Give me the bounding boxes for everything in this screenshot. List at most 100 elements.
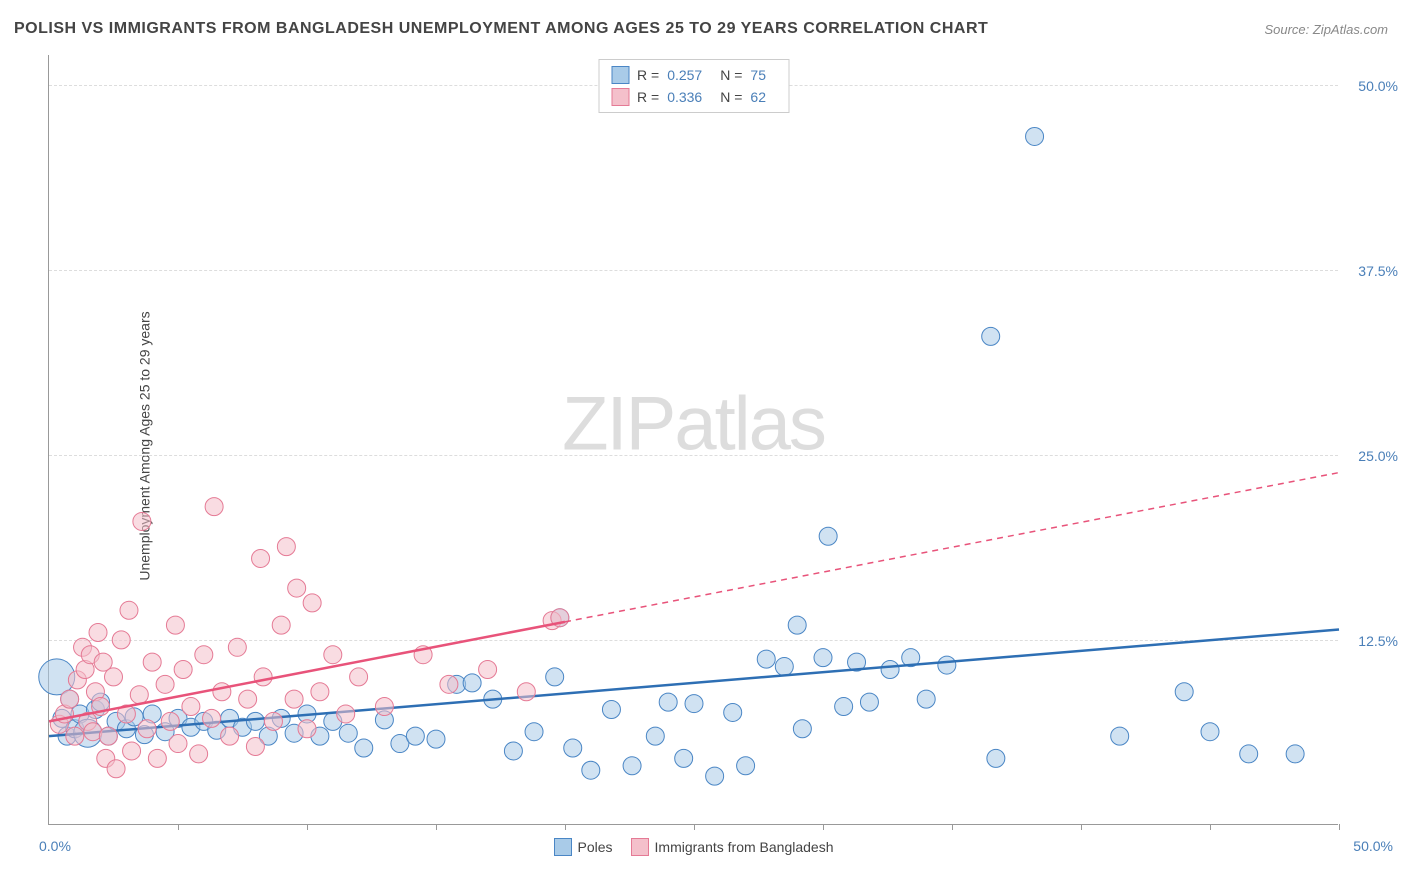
y-tick-label: 50.0% [1358, 78, 1398, 94]
data-point [169, 735, 187, 753]
data-point [355, 739, 373, 757]
data-point [1240, 745, 1258, 763]
data-point [252, 549, 270, 567]
swatch-series-1 [554, 838, 572, 856]
x-tick [694, 824, 695, 830]
swatch-series-2 [611, 88, 629, 106]
r-label: R = [637, 67, 659, 83]
plot-svg [49, 55, 1338, 824]
swatch-series-1 [611, 66, 629, 84]
source-attribution: Source: ZipAtlas.com [1264, 22, 1388, 37]
data-point [788, 616, 806, 634]
data-point [182, 698, 200, 716]
x-tick [436, 824, 437, 830]
data-point [982, 327, 1000, 345]
x-tick [178, 824, 179, 830]
data-point [190, 745, 208, 763]
n-value-1: 75 [750, 67, 766, 83]
data-point [303, 594, 321, 612]
data-point [517, 683, 535, 701]
data-point [311, 683, 329, 701]
data-point [546, 668, 564, 686]
chart-title: POLISH VS IMMIGRANTS FROM BANGLADESH UNE… [14, 20, 988, 38]
data-point [156, 675, 174, 693]
x-origin-label: 0.0% [39, 838, 71, 854]
data-point [987, 749, 1005, 767]
data-point [724, 703, 742, 721]
data-point [205, 498, 223, 516]
data-point [793, 720, 811, 738]
data-point [1111, 727, 1129, 745]
data-point [143, 653, 161, 671]
data-point [479, 661, 497, 679]
data-point [195, 646, 213, 664]
data-point [835, 698, 853, 716]
data-point [89, 624, 107, 642]
data-point [288, 579, 306, 597]
data-point [246, 738, 264, 756]
legend-item-2: Immigrants from Bangladesh [631, 838, 834, 856]
data-point [203, 709, 221, 727]
data-point [1175, 683, 1193, 701]
data-point [221, 727, 239, 745]
bottom-legend: Poles Immigrants from Bangladesh [554, 838, 834, 856]
legend-item-1: Poles [554, 838, 613, 856]
data-point [1286, 745, 1304, 763]
data-point [246, 712, 264, 730]
data-point [819, 527, 837, 545]
data-point [525, 723, 543, 741]
data-point [582, 761, 600, 779]
n-value-2: 62 [750, 89, 766, 105]
data-point [161, 712, 179, 730]
data-point [706, 767, 724, 785]
y-tick-label: 37.5% [1358, 263, 1398, 279]
data-point [130, 686, 148, 704]
data-point [646, 727, 664, 745]
data-point [675, 749, 693, 767]
r-value-2: 0.336 [667, 89, 702, 105]
x-tick [565, 824, 566, 830]
data-point [339, 724, 357, 742]
data-point [757, 650, 775, 668]
data-point [324, 646, 342, 664]
data-point [99, 727, 117, 745]
data-point [350, 668, 368, 686]
y-tick-label: 25.0% [1358, 448, 1398, 464]
data-point [120, 601, 138, 619]
trend-line-extrapolated [565, 473, 1339, 622]
data-point [427, 730, 445, 748]
data-point [881, 661, 899, 679]
data-point [375, 698, 393, 716]
r-legend-row-2: R = 0.336 N = 62 [611, 86, 776, 108]
data-point [814, 649, 832, 667]
data-point [406, 727, 424, 745]
x-tick [307, 824, 308, 830]
r-legend-row-1: R = 0.257 N = 75 [611, 64, 776, 86]
data-point [737, 757, 755, 775]
data-point [61, 690, 79, 708]
data-point [213, 683, 231, 701]
x-max-label: 50.0% [1353, 838, 1393, 854]
y-tick-label: 12.5% [1358, 633, 1398, 649]
data-point [775, 658, 793, 676]
r-label: R = [637, 89, 659, 105]
data-point [685, 695, 703, 713]
x-tick [952, 824, 953, 830]
data-point [277, 538, 295, 556]
swatch-series-2 [631, 838, 649, 856]
n-label: N = [720, 89, 742, 105]
data-point [228, 638, 246, 656]
data-point [112, 631, 130, 649]
data-point [938, 656, 956, 674]
data-point [659, 693, 677, 711]
data-point [564, 739, 582, 757]
data-point [504, 742, 522, 760]
n-label: N = [720, 67, 742, 83]
data-point [107, 760, 125, 778]
data-point [148, 749, 166, 767]
data-point [285, 690, 303, 708]
data-point [1201, 723, 1219, 741]
legend-label-2: Immigrants from Bangladesh [655, 839, 834, 855]
data-point [123, 742, 141, 760]
plot-area: ZIPatlas 12.5%25.0%37.5%50.0% R = 0.257 … [48, 55, 1338, 825]
